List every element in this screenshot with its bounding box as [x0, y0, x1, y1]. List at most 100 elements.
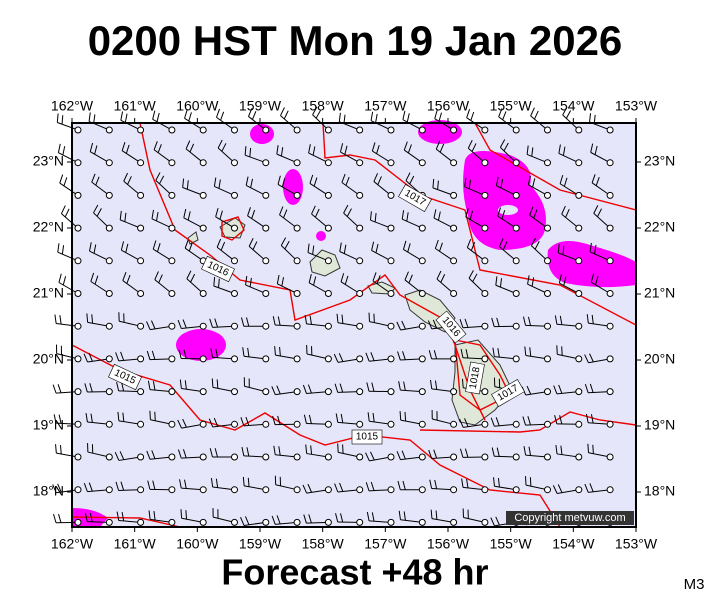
station [263, 291, 269, 297]
station [545, 160, 551, 166]
station [232, 258, 238, 264]
lat-label: 23°N [33, 153, 64, 169]
barb-feather [407, 113, 409, 122]
barb-feather [54, 514, 56, 523]
station [294, 323, 300, 329]
station [451, 389, 457, 395]
lat-label: 20°N [644, 351, 675, 367]
station [545, 356, 551, 362]
station [388, 160, 394, 166]
station [607, 323, 613, 329]
lon-label: 159°W [239, 98, 282, 114]
station [607, 192, 613, 198]
station [232, 225, 238, 231]
station [263, 160, 269, 166]
station [75, 192, 81, 198]
station [325, 454, 331, 460]
station [138, 323, 144, 329]
station [138, 454, 144, 460]
model: M3 [684, 576, 705, 593]
station [138, 225, 144, 231]
lat-label: 23°N [644, 153, 675, 169]
barb-feather [60, 315, 61, 324]
station [169, 160, 175, 166]
lon-label: 162°W [51, 536, 94, 552]
station [545, 192, 551, 198]
station [545, 291, 551, 297]
station [200, 323, 206, 329]
station [607, 258, 613, 264]
station [419, 291, 425, 297]
station [607, 160, 613, 166]
station [607, 389, 613, 395]
station [388, 389, 394, 395]
station [75, 258, 81, 264]
station [513, 421, 519, 427]
lat-label: 22°N [33, 219, 64, 235]
barb-feather [60, 175, 63, 184]
station [419, 487, 425, 493]
station [294, 519, 300, 525]
station [106, 356, 112, 362]
station [357, 160, 363, 166]
station [545, 225, 551, 231]
barb-feather [221, 112, 224, 120]
station [138, 421, 144, 427]
station [75, 323, 81, 329]
station [357, 421, 363, 427]
precip-hole [498, 205, 518, 215]
barb-feather [339, 113, 340, 122]
station [294, 356, 300, 362]
barb-feather [471, 112, 474, 121]
station [576, 160, 582, 166]
station [482, 487, 488, 493]
station [357, 389, 363, 395]
station [513, 487, 519, 493]
station [357, 127, 363, 133]
station [482, 356, 488, 362]
station [169, 323, 175, 329]
station [75, 389, 81, 395]
station [138, 487, 144, 493]
barb-feather [62, 245, 63, 254]
station [200, 160, 206, 166]
station [169, 356, 175, 362]
station [75, 454, 81, 460]
station [388, 519, 394, 525]
station [138, 389, 144, 395]
station [200, 356, 206, 362]
station [576, 421, 582, 427]
station [388, 291, 394, 297]
station [513, 356, 519, 362]
station [200, 454, 206, 460]
barb-feather [284, 111, 288, 119]
barb-feather [217, 379, 218, 388]
station [294, 389, 300, 395]
station [263, 258, 269, 264]
station [513, 127, 519, 133]
station [200, 192, 206, 198]
station [576, 127, 582, 133]
station [482, 389, 488, 395]
station [263, 421, 269, 427]
station [138, 160, 144, 166]
station [75, 519, 81, 525]
lat-label: 20°N [33, 351, 64, 367]
station [607, 356, 613, 362]
lat-label: 19°N [33, 417, 64, 433]
station [388, 127, 394, 133]
lon-label: 156°W [427, 98, 470, 114]
station [169, 454, 175, 460]
station [419, 258, 425, 264]
station [75, 356, 81, 362]
station [451, 225, 457, 231]
station [513, 323, 519, 329]
lon-label: 155°W [490, 98, 533, 114]
station [451, 487, 457, 493]
station [576, 323, 582, 329]
station [232, 487, 238, 493]
station [106, 291, 112, 297]
station [200, 519, 206, 525]
station [388, 421, 394, 427]
